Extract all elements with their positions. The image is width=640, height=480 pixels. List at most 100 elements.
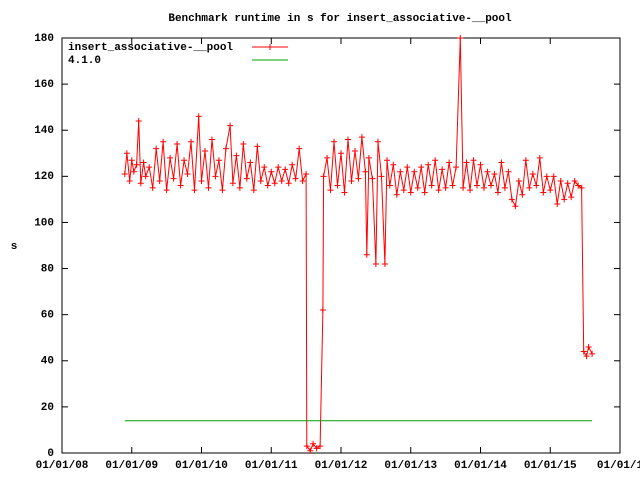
point-marker [480,184,487,191]
x-tick-label: 01/01/10 [175,460,228,472]
point-marker [137,180,144,187]
y-tick-label: 20 [41,402,54,414]
point-marker [381,260,388,267]
point-marker [442,184,449,191]
point-marker [257,177,264,184]
point-marker [585,343,592,350]
point-marker [126,177,133,184]
point-marker [247,159,254,166]
point-marker [240,141,247,148]
y-tick-label: 140 [34,125,54,137]
y-tick-label: 180 [34,33,54,45]
point-marker [457,35,464,41]
point-marker [341,189,348,196]
point-marker [149,184,156,191]
point-marker [583,353,590,360]
point-marker [372,260,379,267]
point-marker [522,157,529,164]
point-marker [460,184,467,191]
point-marker [571,177,578,184]
point-marker [219,187,226,194]
point-marker [393,191,400,198]
point-marker [254,143,261,150]
point-marker [303,443,310,450]
point-marker [449,182,456,189]
point-marker [243,175,250,182]
y-tick-label: 80 [41,263,54,275]
point-marker [536,154,543,161]
point-marker [425,161,432,168]
point-marker [501,184,508,191]
point-marker [142,173,149,180]
x-tick-label: 01/01/09 [105,460,158,472]
point-marker [453,164,460,171]
point-marker [153,145,160,152]
point-marker [268,168,275,175]
point-marker [229,180,236,187]
point-marker [529,171,536,178]
point-marker [384,157,391,164]
point-marker [418,164,425,171]
point-marker [578,184,585,191]
point-marker [181,157,188,164]
point-marker [477,161,484,168]
point-marker [285,180,292,187]
point-marker [446,159,453,166]
point-marker [543,173,550,180]
point-marker [439,166,446,173]
x-tick-label: 01/01/11 [245,460,298,472]
point-marker [470,157,477,164]
y-tick-label: 0 [47,448,54,460]
point-marker [338,150,344,157]
point-marker [484,168,491,175]
point-marker [233,152,240,159]
point-marker [344,136,351,143]
point-marker [351,147,358,154]
point-marker [133,161,140,168]
x-tick-label: 01/01/13 [384,460,437,472]
point-marker [526,184,533,191]
point-marker [167,154,174,161]
point-marker [564,180,571,187]
point-marker [411,168,418,175]
y-axis-label: s [11,241,18,253]
y-tick-label: 120 [34,171,54,183]
point-marker [299,177,306,184]
point-marker [414,184,421,191]
point-marker [289,161,296,168]
point-marker [400,187,407,194]
point-marker [568,194,575,201]
point-marker [512,203,519,210]
point-marker [491,171,498,178]
y-tick-label: 100 [34,217,54,229]
point-marker [498,159,505,166]
point-marker [580,348,587,355]
point-marker [589,350,596,357]
point-marker [174,141,181,148]
legend-label: 4.1.0 [68,55,101,67]
point-marker [515,177,522,184]
chart-title: Benchmark runtime in s for insert_associ… [168,13,512,25]
point-marker [140,159,147,166]
point-marker [554,201,561,207]
point-marker [201,147,208,154]
x-tick-label: 01/01/08 [36,460,89,472]
point-marker [222,145,229,152]
point-marker [334,182,341,189]
point-marker [547,187,554,194]
point-marker [212,173,219,180]
plot-frame [61,37,621,454]
point-marker [404,164,411,171]
point-marker [355,175,362,182]
point-marker [363,251,370,258]
point-marker [310,440,317,447]
legend-marker [267,44,273,50]
point-marker [215,157,222,164]
point-marker [487,182,494,189]
point-marker [163,187,170,194]
y-tick-label: 60 [41,310,54,322]
x-tick-label: 01/01/12 [315,460,368,472]
y-tick-label: 160 [34,79,54,91]
